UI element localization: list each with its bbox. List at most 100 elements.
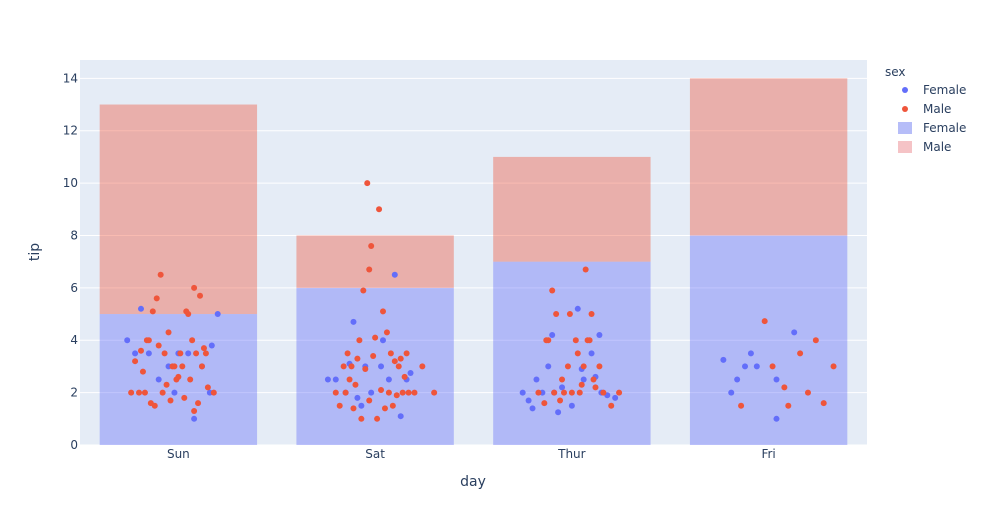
- point-female: [612, 394, 619, 401]
- point-female: [742, 363, 749, 370]
- point-female: [533, 376, 540, 383]
- points-layer: [124, 180, 837, 422]
- y-tick-label: 6: [70, 281, 78, 295]
- point-male: [181, 394, 188, 401]
- point-male: [769, 363, 776, 370]
- point-female: [773, 415, 780, 422]
- point-male: [419, 363, 426, 370]
- y-tick-label: 2: [70, 386, 78, 400]
- point-male: [360, 287, 367, 294]
- point-male: [340, 363, 347, 370]
- point-male: [616, 389, 623, 396]
- legend-swatch-male: [898, 141, 912, 153]
- point-male: [344, 350, 351, 357]
- point-male: [356, 337, 363, 344]
- point-male: [566, 311, 573, 318]
- y-tick-label: 12: [63, 124, 78, 138]
- legend-label: Female: [923, 83, 966, 97]
- x-tick-label: Fri: [761, 447, 775, 461]
- point-male: [159, 389, 166, 396]
- point-male: [576, 389, 583, 396]
- point-male: [781, 384, 788, 391]
- point-male: [383, 329, 390, 336]
- point-male: [379, 308, 386, 315]
- point-male: [366, 397, 373, 404]
- point-female: [358, 402, 365, 409]
- point-male: [191, 284, 198, 291]
- point-male: [346, 376, 353, 383]
- point-female: [545, 363, 552, 370]
- point-male: [401, 373, 408, 380]
- point-male: [358, 415, 365, 422]
- point-male: [193, 350, 200, 357]
- legend-swatch-female: [898, 122, 912, 134]
- point-male: [187, 376, 194, 383]
- legend-label: Male: [923, 140, 951, 154]
- point-female: [191, 415, 198, 422]
- legend-label: Male: [923, 102, 951, 116]
- point-female: [407, 369, 414, 376]
- y-axis-title: tip: [27, 243, 43, 261]
- point-female: [354, 394, 361, 401]
- point-male: [198, 363, 205, 370]
- point-male: [167, 397, 174, 404]
- bar-male-thur: [493, 156, 651, 262]
- point-female: [145, 350, 152, 357]
- point-male: [157, 271, 164, 278]
- point-female: [747, 350, 754, 357]
- bar-female-sat: [296, 287, 454, 445]
- point-female: [596, 332, 603, 338]
- point-male: [204, 384, 211, 391]
- point-male: [820, 400, 827, 407]
- point-female: [214, 311, 221, 318]
- point-male: [812, 337, 819, 344]
- point-female: [588, 350, 595, 357]
- bar-female-fri: [689, 235, 848, 445]
- point-male: [797, 350, 804, 357]
- point-male: [543, 337, 550, 344]
- bar-male-sun: [99, 104, 258, 315]
- point-male: [370, 352, 377, 359]
- point-male: [149, 308, 156, 315]
- point-male: [155, 342, 162, 349]
- point-male: [393, 392, 400, 399]
- point-male: [559, 376, 566, 383]
- point-male: [572, 337, 579, 344]
- point-female: [368, 389, 375, 396]
- point-female: [728, 389, 735, 396]
- point-male: [385, 389, 392, 396]
- point-male: [551, 389, 558, 396]
- point-male: [210, 389, 217, 396]
- point-female: [791, 329, 798, 336]
- point-male: [574, 350, 581, 357]
- point-male: [336, 402, 343, 409]
- point-female: [385, 376, 392, 383]
- x-axis-title: day: [460, 474, 486, 490]
- point-male: [397, 355, 404, 362]
- point-male: [165, 329, 172, 336]
- point-male: [352, 381, 359, 388]
- point-male: [405, 389, 412, 396]
- point-female: [549, 332, 556, 338]
- legend-title: sex: [885, 65, 906, 79]
- point-male: [202, 350, 209, 357]
- point-male: [568, 389, 575, 396]
- point-male: [366, 266, 373, 273]
- point-male: [195, 400, 202, 407]
- point-female: [379, 337, 386, 344]
- point-male: [586, 337, 593, 344]
- point-male: [332, 389, 339, 396]
- point-female: [580, 376, 587, 383]
- legend-marker-male: [902, 106, 908, 112]
- point-male: [590, 376, 597, 383]
- point-male: [588, 311, 595, 318]
- y-tick-label: 8: [70, 228, 78, 242]
- point-male: [389, 402, 396, 409]
- point-female: [720, 356, 727, 363]
- point-male: [171, 363, 178, 370]
- point-male: [785, 402, 792, 409]
- point-male: [561, 389, 568, 396]
- point-male: [381, 405, 388, 412]
- y-tick-labels: 0 2 4 6 8 10 12 14: [63, 71, 78, 452]
- point-male: [391, 358, 398, 365]
